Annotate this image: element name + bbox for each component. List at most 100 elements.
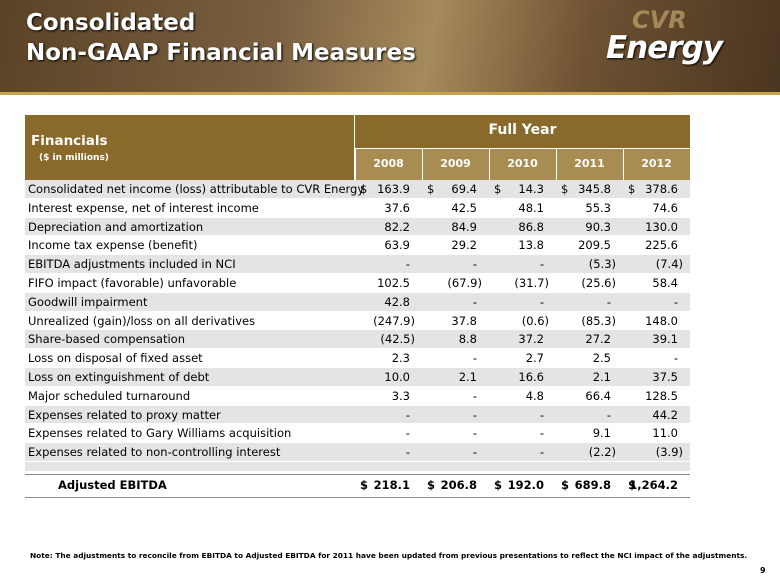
value: - <box>405 426 410 441</box>
page-number: 9 <box>760 566 766 575</box>
row-bg <box>25 368 690 387</box>
value: 130.0 <box>645 219 678 234</box>
value: 2.7 <box>525 351 544 366</box>
currency: $ <box>494 182 502 196</box>
value: 66.4 <box>585 388 611 403</box>
row-label: Depreciation and amortization <box>28 219 204 234</box>
year-label: 2008 <box>373 157 404 170</box>
value: (42.5) <box>380 332 415 347</box>
value: 148.0 <box>645 313 678 328</box>
value: - <box>405 445 410 460</box>
year-label: 2012 <box>641 157 672 170</box>
value: 11.0 <box>652 426 678 441</box>
value: 63.9 <box>384 238 410 253</box>
value: - <box>472 257 477 272</box>
value: - <box>539 445 544 460</box>
year-cell <box>489 148 556 180</box>
value: - <box>472 426 477 441</box>
logo: Energy <box>606 30 723 66</box>
value: 74.6 <box>652 200 678 215</box>
value: 27.2 <box>585 332 611 347</box>
value: 39.1 <box>652 332 678 347</box>
value: 16.6 <box>518 370 544 384</box>
total-rule <box>25 496 690 498</box>
row-label: FIFO impact (favorable) unfavorable <box>28 276 237 290</box>
value: - <box>405 407 410 422</box>
banner <box>0 0 780 92</box>
row-bg <box>25 311 690 331</box>
row-bg <box>25 386 690 406</box>
row-label: Loss on disposal of fixed asset <box>28 351 203 366</box>
value: (25.6) <box>581 276 616 290</box>
value: 9.1 <box>592 426 611 441</box>
year-label: 2010 <box>507 157 538 170</box>
value: 90.3 <box>585 219 611 234</box>
title-line: Non-GAAP Financial Measures <box>26 40 416 66</box>
year-cell <box>422 148 489 180</box>
value: 163.9 <box>377 182 410 196</box>
row-label: Income tax expense (benefit) <box>28 238 198 253</box>
header-subtitle: ($ in millions) <box>39 153 109 163</box>
currency: $ <box>360 477 369 492</box>
value: - <box>472 407 477 422</box>
header-title: Financials <box>31 133 108 149</box>
value: 128.5 <box>645 388 678 403</box>
value: 37.8 <box>451 313 477 328</box>
value: 29.2 <box>451 238 477 253</box>
year-cell <box>623 148 690 180</box>
value: (0.6) <box>521 313 549 328</box>
value: 2.3 <box>391 351 410 366</box>
year-cell <box>556 148 623 180</box>
value: 58.4 <box>652 276 678 290</box>
value: - <box>472 445 477 460</box>
row-bg <box>25 236 690 256</box>
value: 48.1 <box>518 200 544 215</box>
row-bg <box>25 405 690 425</box>
value: (3.9) <box>655 445 683 460</box>
row-label: EBITDA adjustments included in NCI <box>28 257 236 272</box>
currency: $ <box>628 182 636 196</box>
currency: $ <box>494 477 503 492</box>
value: - <box>673 294 678 309</box>
group-header: Full Year <box>488 122 557 138</box>
value: 206.8 <box>440 477 477 492</box>
value: (85.3) <box>581 313 616 328</box>
value: 42.5 <box>451 200 477 215</box>
value: (31.7) <box>514 276 549 290</box>
title-line: Consolidated <box>26 10 196 36</box>
value: - <box>539 407 544 422</box>
value: 1,264.2 <box>629 477 678 492</box>
row-bg <box>25 330 690 350</box>
value: - <box>539 294 544 309</box>
value: 225.6 <box>645 238 678 253</box>
value: 2.1 <box>458 370 477 384</box>
value: - <box>606 294 611 309</box>
value: 37.5 <box>652 370 678 384</box>
value: 209.5 <box>578 238 611 253</box>
row-bg <box>25 180 690 199</box>
value: 2.5 <box>592 351 611 366</box>
value: - <box>472 388 477 403</box>
year-cell <box>355 148 422 180</box>
spacer-row <box>25 462 690 471</box>
row-bg <box>25 349 690 368</box>
row-label: Expenses related to non-controlling inte… <box>28 445 281 460</box>
value: 82.2 <box>384 219 410 234</box>
row-label: Interest expense, net of interest income <box>28 200 259 215</box>
value: 378.6 <box>645 182 678 196</box>
value: 345.8 <box>578 182 611 196</box>
row-bg <box>25 255 690 274</box>
row-label: Unrealized (gain)/loss on all derivative… <box>28 313 256 328</box>
value: 10.0 <box>384 370 410 384</box>
value: 37.6 <box>384 200 410 215</box>
row-label: Share-based compensation <box>28 332 185 347</box>
row-label: Consolidated net income (loss) attributa… <box>28 182 365 196</box>
row-bg <box>25 443 690 462</box>
row-bg <box>25 292 690 312</box>
header-cell <box>355 115 690 148</box>
row-bg <box>25 475 690 495</box>
value: - <box>606 407 611 422</box>
value: (5.3) <box>588 257 616 272</box>
currency: $ <box>561 477 570 492</box>
